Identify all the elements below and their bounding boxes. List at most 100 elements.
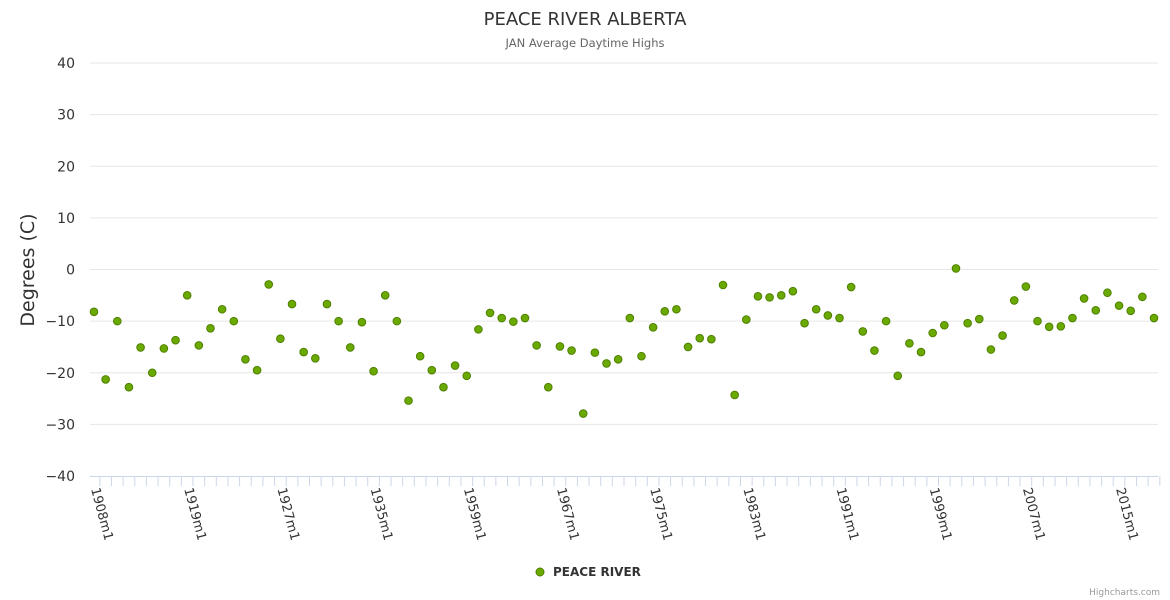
data-point[interactable] [940, 320, 949, 330]
data-point[interactable] [742, 315, 751, 324]
data-point[interactable] [1056, 321, 1066, 331]
data-point[interactable] [322, 299, 332, 309]
data-point[interactable] [823, 311, 833, 320]
data-point[interactable] [625, 313, 635, 323]
data-point[interactable] [811, 304, 821, 314]
x-tick-label: 1959m1 [460, 486, 488, 542]
data-point[interactable] [229, 316, 239, 326]
data-point[interactable] [590, 348, 600, 357]
data-point[interactable] [1126, 306, 1136, 316]
series-peace-river[interactable] [89, 264, 1159, 418]
legend-marker[interactable] [535, 567, 545, 577]
data-point[interactable] [1114, 301, 1124, 310]
data-point[interactable] [1138, 292, 1147, 302]
data-point[interactable] [928, 328, 937, 338]
data-point[interactable] [555, 342, 565, 351]
data-point[interactable] [613, 355, 623, 364]
data-point[interactable] [1044, 322, 1054, 332]
data-point[interactable] [1091, 305, 1101, 315]
data-point[interactable] [171, 335, 180, 345]
data-point[interactable] [835, 313, 844, 323]
data-point[interactable] [287, 299, 297, 309]
data-point[interactable] [1149, 313, 1159, 323]
credits-link[interactable]: Highcharts.com [1089, 588, 1160, 598]
data-point[interactable] [637, 351, 646, 361]
data-point[interactable] [1068, 313, 1077, 323]
data-point[interactable] [695, 333, 705, 343]
data-point[interactable] [660, 307, 670, 316]
legend[interactable]: PEACE RIVER [535, 565, 641, 579]
data-point[interactable] [276, 334, 285, 343]
data-point[interactable] [345, 343, 355, 352]
data-point[interactable] [753, 292, 763, 301]
data-point[interactable] [648, 323, 658, 332]
data-point[interactable] [543, 382, 553, 392]
data-point[interactable] [124, 382, 134, 392]
data-point[interactable] [252, 365, 262, 375]
data-point[interactable] [765, 293, 774, 302]
data-point[interactable] [730, 390, 739, 400]
data-point[interactable] [357, 317, 367, 327]
data-point[interactable] [858, 327, 868, 336]
data-point[interactable] [462, 371, 472, 381]
data-point[interactable] [672, 304, 681, 314]
data-point[interactable] [101, 375, 110, 384]
data-point[interactable] [707, 334, 716, 344]
data-point[interactable] [532, 341, 541, 350]
data-point[interactable] [404, 396, 413, 405]
data-point[interactable] [1033, 316, 1042, 326]
data-point[interactable] [578, 409, 588, 418]
legend-item-peace-river[interactable]: PEACE RIVER [553, 565, 641, 579]
data-point[interactable] [217, 304, 227, 314]
data-point[interactable] [986, 345, 996, 354]
data-point[interactable] [427, 365, 437, 375]
data-point[interactable] [369, 366, 378, 376]
data-point[interactable] [509, 317, 518, 326]
data-point[interactable] [89, 307, 99, 317]
data-point[interactable] [520, 313, 530, 323]
data-point[interactable] [334, 316, 343, 326]
data-point[interactable] [194, 341, 204, 350]
data-point[interactable] [474, 325, 483, 334]
data-point[interactable] [147, 368, 157, 378]
data-point[interactable] [415, 351, 425, 361]
data-point[interactable] [870, 346, 879, 355]
data-point[interactable] [846, 282, 856, 292]
data-point[interactable] [392, 316, 402, 326]
data-point[interactable] [380, 291, 390, 300]
data-point[interactable] [1103, 288, 1112, 298]
data-point[interactable] [485, 308, 495, 318]
data-point[interactable] [264, 280, 274, 289]
data-point[interactable] [602, 359, 611, 368]
data-point[interactable] [951, 264, 961, 273]
data-point[interactable] [241, 355, 250, 364]
data-point[interactable] [299, 347, 308, 357]
data-point[interactable] [998, 331, 1007, 340]
chart-subtitle: JAN Average Daytime Highs [505, 36, 665, 50]
data-point[interactable] [974, 314, 984, 324]
data-point[interactable] [439, 382, 448, 392]
data-point[interactable] [905, 339, 914, 348]
data-point[interactable] [718, 280, 728, 290]
data-point[interactable] [893, 371, 903, 381]
data-point[interactable] [776, 291, 786, 300]
data-point[interactable] [567, 346, 576, 355]
data-point[interactable] [112, 316, 122, 326]
data-point[interactable] [159, 344, 169, 353]
data-point[interactable] [1009, 296, 1019, 305]
data-point[interactable] [206, 324, 215, 333]
data-point[interactable] [497, 313, 506, 323]
data-point[interactable] [963, 318, 972, 328]
data-point[interactable] [311, 353, 320, 363]
data-point[interactable] [881, 316, 891, 326]
data-point[interactable] [683, 342, 693, 352]
data-point[interactable] [182, 291, 192, 300]
data-point[interactable] [136, 343, 145, 352]
data-point[interactable] [1079, 294, 1089, 303]
data-point[interactable] [1021, 282, 1031, 291]
data-point[interactable] [916, 347, 926, 357]
x-tick-label: 2015m1 [1112, 486, 1140, 542]
data-point[interactable] [450, 361, 460, 370]
data-point[interactable] [788, 286, 798, 296]
data-point[interactable] [800, 318, 809, 328]
